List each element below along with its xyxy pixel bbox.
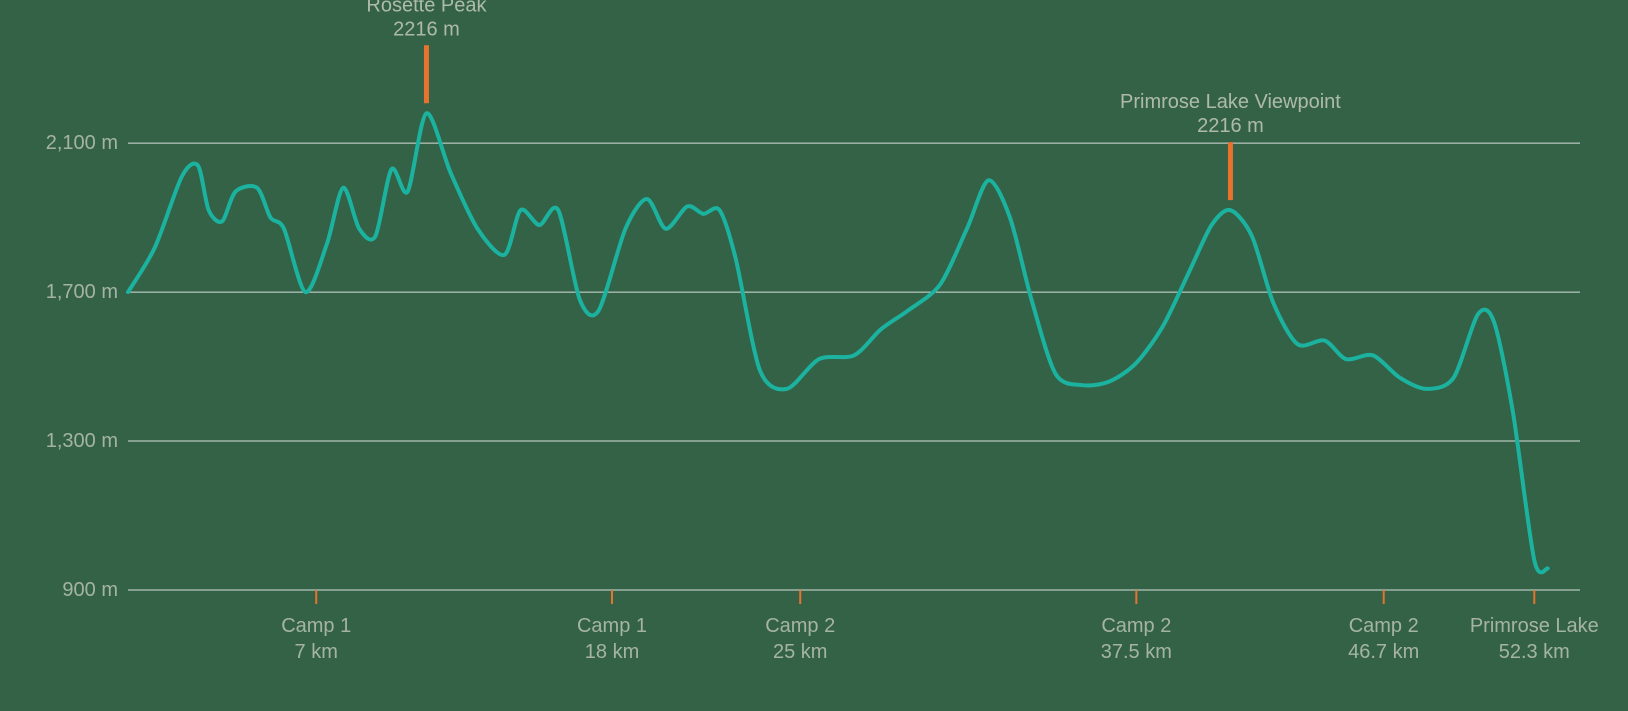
x-axis-sublabel: 46.7 km	[1348, 641, 1419, 663]
x-axis-sublabel: 52.3 km	[1499, 641, 1570, 663]
y-axis-label: 1,700 m	[46, 281, 118, 303]
x-axis-label: Camp 2	[1349, 615, 1419, 637]
chart-svg: 900 m 1,300 m 1,700 m 2,100 m Camp 1 7 km Camp…	[0, 0, 1628, 711]
y-axis-label: 900 m	[62, 579, 118, 601]
x-axis-sublabel: 37.5 km	[1101, 641, 1172, 663]
x-axis-label: Primrose Lake	[1470, 615, 1599, 637]
peak-sublabel: 2216 m	[393, 18, 460, 40]
peak-label: Rosette Peak	[366, 0, 487, 16]
x-axis-sublabel: 7 km	[295, 641, 338, 663]
x-axis-sublabel: 18 km	[585, 641, 639, 663]
elevation-profile-chart: 900 m 1,300 m 1,700 m 2,100 m Camp 1 7 km Camp…	[0, 0, 1628, 711]
y-axis-label: 2,100 m	[46, 132, 118, 154]
peak-sublabel: 2216 m	[1197, 115, 1264, 137]
x-axis-label: Camp 2	[1101, 615, 1171, 637]
peak-label: Primrose Lake Viewpoint	[1120, 91, 1341, 113]
x-axis-label: Camp 1	[577, 615, 647, 637]
x-axis-label: Camp 2	[765, 615, 835, 637]
y-axis-label: 1,300 m	[46, 430, 118, 452]
x-axis-sublabel: 25 km	[773, 641, 827, 663]
x-axis-label: Camp 1	[281, 615, 351, 637]
elevation-line	[128, 113, 1548, 572]
